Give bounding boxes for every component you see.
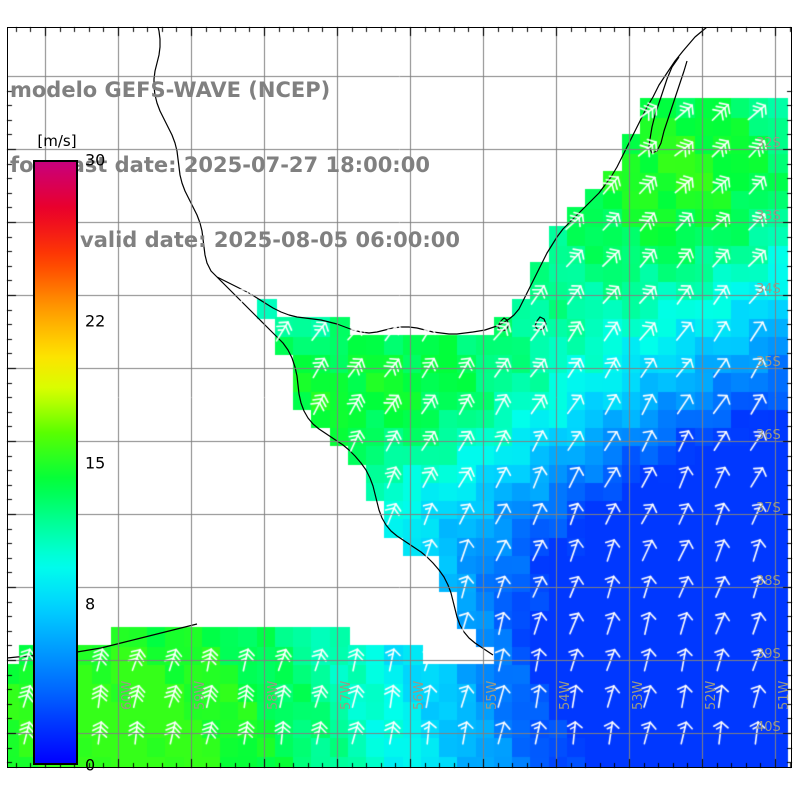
colorbar-gradient-fill (35, 162, 76, 763)
forecast-date-line: forecast date: 2025-07-27 18:00:00 (10, 153, 430, 177)
colorbar-gradient (33, 160, 78, 765)
colorbar-tick-22: 22 (85, 311, 106, 331)
map-title-block: modelo GEFS-WAVE (NCEP) forecast date: 2… (10, 28, 530, 303)
colorbar-tick-8: 8 (85, 594, 96, 614)
valid-date-line: valid date: 2025-08-05 06:00:00 (80, 228, 460, 252)
colorbar-tick-0: 0 (85, 755, 96, 775)
model-name-line: modelo GEFS-WAVE (NCEP) (10, 78, 331, 102)
colorbar-tick-30: 30 (85, 150, 106, 170)
colorbar-tick-15: 15 (85, 453, 106, 472)
colorbar-unit-label: [m/s] (37, 132, 77, 150)
